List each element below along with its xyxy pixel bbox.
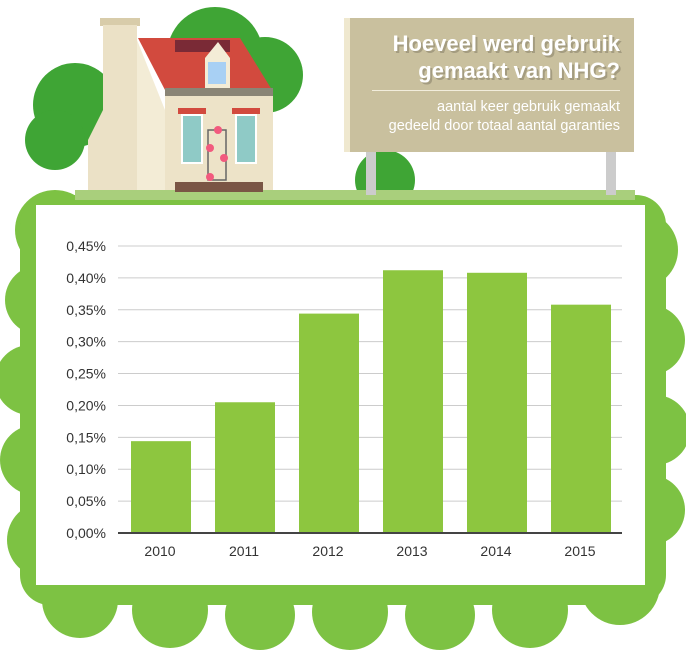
- y-tick-label: 0,20%: [66, 397, 106, 413]
- chart-title: Hoeveel werd gebruik gemaakt van NHG?: [392, 31, 620, 83]
- y-tick-label: 0,10%: [66, 461, 106, 477]
- bar-2013: [383, 270, 443, 533]
- bar-2011: [215, 402, 275, 533]
- x-tick-label: 2012: [312, 543, 343, 559]
- x-tick-label: 2013: [396, 543, 427, 559]
- x-tick-label: 2015: [564, 543, 595, 559]
- sign-edge: [344, 18, 350, 152]
- bar-2015: [551, 304, 611, 533]
- bar-2014: [467, 272, 527, 533]
- chart-subtitle: aantal keer gebruik gemaakt gedeeld door …: [388, 99, 620, 134]
- y-tick-label: 0,30%: [66, 334, 106, 350]
- y-tick-label: 0,35%: [66, 302, 106, 318]
- y-tick-label: 0,15%: [66, 429, 106, 445]
- chart-card: 0,00% 0,05% 0,10% 0,15% 0,20% 0,25% 0,30% 0,35%…: [36, 205, 645, 585]
- x-tick-label: 2014: [480, 543, 511, 559]
- x-tick-label: 2010: [144, 543, 175, 559]
- y-tick-label: 0,00%: [66, 525, 106, 541]
- y-tick-label: 0,45%: [66, 238, 106, 254]
- bar-2012: [299, 313, 359, 533]
- house-illustration: [88, 18, 273, 192]
- bar-2010: [131, 441, 191, 533]
- x-tick-label: 2011: [229, 543, 259, 559]
- bar-chart: 0,00% 0,05% 0,10% 0,15% 0,20% 0,25% 0,30% 0,35%…: [66, 238, 622, 559]
- title-sign: Hoeveel werd gebruik gemaakt van NHG? aa…: [344, 18, 634, 152]
- divider: [372, 90, 620, 91]
- y-tick-label: 0,25%: [66, 366, 106, 382]
- y-tick-label: 0,40%: [66, 270, 106, 286]
- y-tick-label: 0,05%: [66, 493, 106, 509]
